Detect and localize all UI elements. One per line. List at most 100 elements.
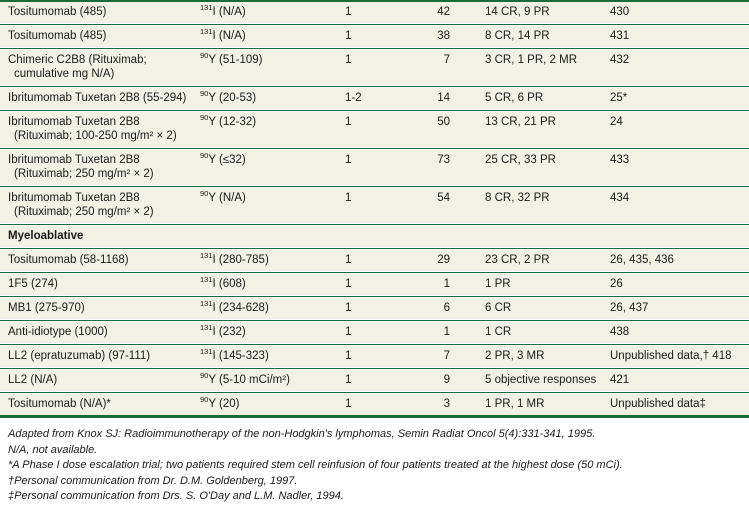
cell-reference: 433 bbox=[610, 154, 630, 166]
isotope-mass-superscript: 90 bbox=[200, 151, 209, 161]
cell-agent: 1F5 (274) bbox=[8, 277, 200, 291]
isotope-mass-superscript: 90 bbox=[200, 371, 209, 381]
cell-reference: 431 bbox=[610, 30, 630, 42]
cell-isotope: 90Y (N/A) bbox=[200, 189, 345, 205]
isotope-dose: I (N/A) bbox=[212, 6, 246, 18]
cell-agent: LL2 (N/A) bbox=[8, 373, 200, 387]
table-row: Ibritumomab Tuxetan 2B8 (55-294) 90Y (20… bbox=[0, 88, 749, 109]
agent-name-line2: cumulative mg N/A) bbox=[14, 68, 115, 80]
cell-reference: 26, 435, 436 bbox=[610, 254, 674, 266]
isotope-dose: I (145-323) bbox=[212, 350, 269, 362]
cell-agent: Tositumomab (58-1168) bbox=[8, 253, 200, 267]
cell-reference: 25* bbox=[610, 92, 628, 104]
isotope-dose: Y (51-109) bbox=[208, 54, 263, 66]
cell-agent: Ibritumomab Tuxetan 2B8 (Rituximab; 100-… bbox=[8, 115, 200, 143]
cell-reference: 26 bbox=[610, 278, 623, 290]
isotope-dose: Y (≤32) bbox=[208, 154, 246, 166]
footnote-source: Adapted from Knox SJ: Radioimmunotherapy… bbox=[8, 428, 596, 440]
agent-name: 1F5 (274) bbox=[8, 278, 58, 290]
cell-isotope: 90Y (20) bbox=[200, 396, 345, 411]
footnote-na: N/A, not available. bbox=[8, 443, 98, 456]
cell-isotope: 131I (234-628) bbox=[200, 299, 345, 315]
cell-isotope: 131I (N/A) bbox=[200, 27, 345, 43]
cell-agent: Anti-idiotype (1000) bbox=[8, 325, 200, 339]
table-row: Tositumomab (N/A)* 90Y (20) 1 3 1 PR, 1 … bbox=[0, 394, 749, 415]
isotope-mass-superscript: 131 bbox=[200, 251, 213, 261]
cell-response: 14 CR, 9 PR bbox=[485, 6, 550, 18]
isotope-mass-superscript: 131 bbox=[200, 323, 213, 333]
isotope-dose: Y (20-53) bbox=[208, 92, 257, 104]
cell-response: 5 objective responses bbox=[485, 374, 597, 386]
cell-treatments: 1 bbox=[345, 116, 352, 128]
agent-name-line2: (Rituximab; 250 mg/m² × 2) bbox=[14, 206, 154, 218]
cell-reference: 432 bbox=[610, 54, 630, 66]
cell-agent: Ibritumomab Tuxetan 2B8 (Rituximab; 250 … bbox=[8, 191, 200, 219]
cell-isotope: 131I (232) bbox=[200, 323, 345, 339]
cell-agent: MB1 (275-970) bbox=[8, 301, 200, 315]
isotope-mass-superscript: 90 bbox=[200, 51, 209, 61]
cell-isotope: 90Y (≤32) bbox=[200, 151, 345, 167]
agent-name: Ibritumomab Tuxetan 2B8 bbox=[8, 192, 140, 204]
cell-response: 8 CR, 32 PR bbox=[485, 192, 550, 204]
cell-reference: Unpublished data‡ bbox=[610, 398, 706, 410]
isotope-mass-superscript: 131 bbox=[200, 3, 213, 13]
cell-treatments: 1 bbox=[345, 326, 352, 338]
cell-patients: 54 bbox=[437, 192, 450, 204]
agent-name: Tositumomab (N/A)* bbox=[8, 398, 111, 410]
footnote-asterisk: *A Phase I dose escalation trial; two pa… bbox=[8, 459, 623, 471]
isotope-mass-superscript: 131 bbox=[200, 27, 213, 37]
cell-isotope: 131I (280-785) bbox=[200, 251, 345, 267]
row-divider bbox=[0, 319, 749, 322]
agent-name-line2: (Rituximab; 250 mg/m² × 2) bbox=[14, 168, 154, 180]
cell-agent: LL2 (epratuzumab) (97-111) bbox=[8, 349, 200, 363]
agent-name: MB1 (275-970) bbox=[8, 302, 85, 314]
footnote-dagger: †Personal communication from Dr. D.M. Go… bbox=[8, 474, 298, 487]
cell-response: 1 CR bbox=[485, 326, 512, 338]
agent-name: Ibritumomab Tuxetan 2B8 bbox=[8, 116, 140, 128]
isotope-dose: Y (20) bbox=[208, 398, 240, 410]
table-row: Chimeric C2B8 (Rituximab; cumulative mg … bbox=[0, 50, 749, 85]
cell-response: 1 PR, 1 MR bbox=[485, 398, 545, 410]
cell-reference: 421 bbox=[610, 374, 630, 386]
table-row: MB1 (275-970) 131I (234-628) 1 6 6 CR 26… bbox=[0, 298, 749, 319]
cell-patients: 73 bbox=[437, 154, 450, 166]
cell-isotope: 90Y (51-109) bbox=[200, 51, 345, 67]
agent-name: Tositumomab (485) bbox=[8, 30, 107, 42]
cell-agent: Tositumomab (N/A)* bbox=[8, 397, 200, 411]
cell-patients: 9 bbox=[443, 374, 450, 386]
agent-name: Chimeric C2B8 (Rituximab; bbox=[8, 54, 147, 66]
agent-name-line2: (Rituximab; 100-250 mg/m² × 2) bbox=[14, 130, 177, 142]
table-row: 1F5 (274) 131I (608) 1 1 1 PR 26 bbox=[0, 274, 749, 295]
cell-reference: 430 bbox=[610, 6, 630, 18]
cell-reference: Unpublished data,† 418 bbox=[610, 350, 732, 362]
isotope-mass-superscript: 131 bbox=[200, 299, 213, 309]
isotope-dose: I (N/A) bbox=[212, 30, 246, 42]
agent-name: Ibritumomab Tuxetan 2B8 bbox=[8, 154, 140, 166]
isotope-dose: Y (N/A) bbox=[208, 192, 246, 204]
section-title: Myeloablative bbox=[8, 230, 84, 242]
cell-patients: 29 bbox=[437, 254, 450, 266]
cell-response: 13 CR, 21 PR bbox=[485, 116, 556, 128]
table-row: Tositumomab (485) 131I (N/A) 1 42 14 CR,… bbox=[0, 2, 749, 23]
isotope-mass-superscript: 90 bbox=[200, 189, 209, 199]
cell-isotope: 131I (N/A) bbox=[200, 3, 345, 19]
cell-patients: 38 bbox=[437, 30, 450, 42]
isotope-dose: I (234-628) bbox=[212, 302, 269, 314]
isotope-mass-superscript: 131 bbox=[200, 347, 213, 357]
agent-name: LL2 (epratuzumab) (97-111) bbox=[8, 350, 151, 362]
agent-name: Tositumomab (58-1168) bbox=[8, 254, 129, 266]
cell-patients: 50 bbox=[437, 116, 450, 128]
cell-response: 23 CR, 2 PR bbox=[485, 254, 550, 266]
cell-treatments: 1 bbox=[345, 374, 352, 386]
cell-patients: 6 bbox=[443, 302, 450, 314]
isotope-dose: Y (12-32) bbox=[208, 116, 257, 128]
cell-response: 2 PR, 3 MR bbox=[485, 350, 545, 362]
cell-agent: Ibritumomab Tuxetan 2B8 (Rituximab; 250 … bbox=[8, 153, 200, 181]
cell-treatments: 1 bbox=[345, 154, 352, 166]
row-divider bbox=[0, 223, 749, 226]
cell-reference: 26, 437 bbox=[610, 302, 649, 314]
cell-patients: 1 bbox=[443, 326, 450, 338]
table-row: Tositumomab (485) 131I (N/A) 1 38 8 CR, … bbox=[0, 26, 749, 47]
isotope-mass-superscript: 90 bbox=[200, 89, 209, 99]
agent-name: Tositumomab (485) bbox=[8, 6, 107, 18]
